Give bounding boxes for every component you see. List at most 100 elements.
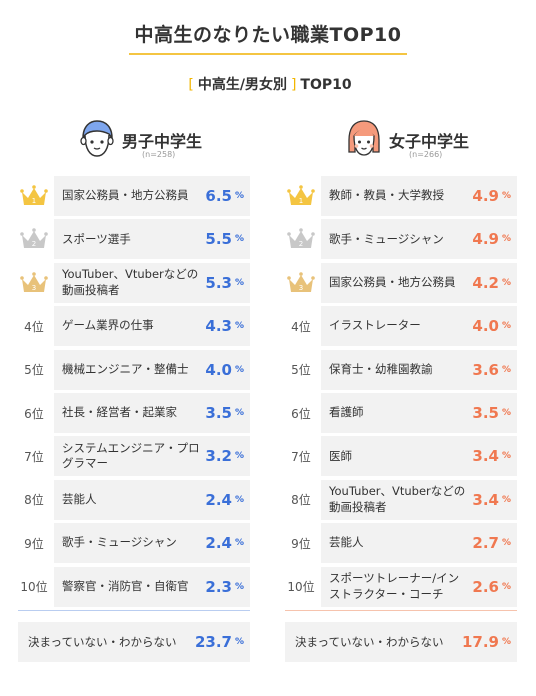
job-label: 歌手・ミュージシャン bbox=[62, 535, 177, 550]
rank-label: 5位 bbox=[291, 363, 311, 378]
value-label: 4.9% bbox=[472, 219, 511, 259]
ranking-cell: 国家公務員・地方公務員 6.5% bbox=[54, 176, 250, 216]
ranking-cell: イラストレーター 4.0% bbox=[321, 306, 517, 347]
job-label: 国家公務員・地方公務員 bbox=[329, 275, 456, 290]
value-number: 4.2 bbox=[472, 273, 499, 292]
chart-title: 中高生のなりたい職業TOP10 bbox=[128, 20, 408, 55]
value-label: 4.3% bbox=[205, 306, 244, 346]
girls-sample-size: (n=266) bbox=[409, 150, 443, 159]
value-unit: % bbox=[234, 234, 244, 245]
subtitle-suffix: TOP10 bbox=[300, 77, 352, 93]
ranking-row: 1 国家公務員・地方公務員 6.5% bbox=[18, 176, 250, 216]
boys-sample-size: (n=258) bbox=[142, 150, 176, 159]
value-unit: % bbox=[501, 234, 511, 245]
ranking-cell: 教師・教員・大学教授 4.9% bbox=[321, 176, 517, 216]
girls-column: 女子中学生 (n=266) 1 教師・教員・大学教授 4.9% 2 歌手・ミュージシャン… bbox=[285, 118, 517, 607]
ranking-cell: 芸能人 2.7% bbox=[321, 523, 517, 564]
job-label: 看護師 bbox=[329, 405, 364, 420]
rank-label: 10位 bbox=[20, 580, 48, 595]
boys-header: 男子中学生 (n=258) bbox=[18, 118, 248, 176]
bronze-crown-icon: 3 bbox=[18, 263, 50, 303]
ranking-row: 4位 イラストレーター 4.0% bbox=[285, 306, 517, 347]
value-unit: % bbox=[501, 581, 511, 592]
ranking-cell: 保育士・幼稚園教諭 3.6% bbox=[321, 349, 517, 390]
value-unit: % bbox=[234, 538, 244, 549]
value-unit: % bbox=[234, 451, 244, 462]
rank-label: 6位 bbox=[24, 406, 44, 421]
job-label: 国家公務員・地方公務員 bbox=[62, 188, 189, 203]
ranking-row: 5位 保育士・幼稚園教諭 3.6% bbox=[285, 349, 517, 390]
ranking-row: 1 教師・教員・大学教授 4.9% bbox=[285, 176, 517, 216]
value-number: 4.9 bbox=[472, 230, 499, 249]
ranking-cell: 社長・経営者・起業家 3.5% bbox=[54, 393, 250, 433]
value-label: 6.5% bbox=[205, 176, 244, 216]
girls-undecided-value: 17.9% bbox=[462, 622, 511, 662]
rank-number: 1 bbox=[32, 197, 36, 205]
ranking-row: 5位 機械エンジニア・整備士 4.0% bbox=[18, 349, 250, 390]
ranking-row: 10位 警察官・消防官・自衛官 2.3% bbox=[18, 566, 250, 607]
job-label: 社長・経営者・起業家 bbox=[62, 405, 177, 420]
value-unit: % bbox=[234, 191, 244, 201]
job-label: 教師・教員・大学教授 bbox=[329, 188, 444, 203]
ranking-cell: 国家公務員・地方公務員 4.2% bbox=[321, 262, 517, 303]
subtitle-text: 中高生/男女別 bbox=[197, 77, 287, 93]
job-label: イラストレーター bbox=[329, 318, 421, 333]
ranking-row: 6位 看護師 3.5% bbox=[285, 393, 517, 433]
value-label: 2.4% bbox=[205, 480, 244, 520]
boys-column: 男子中学生 (n=258) 1 国家公務員・地方公務員 6.5% 2 スポーツ選手 5.5… bbox=[18, 118, 250, 607]
girls-header: 女子中学生 (n=266) bbox=[285, 118, 515, 176]
boys-label: 男子中学生 bbox=[122, 132, 203, 151]
boys-undecided-number: 23.7 bbox=[194, 633, 232, 651]
rank-number: 3 bbox=[299, 284, 303, 292]
value-unit: % bbox=[234, 321, 244, 332]
ranking-cell: 歌手・ミュージシャン 4.9% bbox=[321, 219, 517, 260]
gold-crown-icon: 1 bbox=[18, 176, 50, 216]
value-label: 2.6% bbox=[472, 567, 511, 607]
job-label: 芸能人 bbox=[329, 535, 364, 550]
value-unit: % bbox=[501, 364, 511, 375]
value-label: 3.4% bbox=[472, 480, 511, 520]
value-unit: % bbox=[501, 321, 511, 332]
job-label: 歌手・ミュージシャン bbox=[329, 231, 444, 246]
silver-crown-icon: 2 bbox=[18, 219, 50, 259]
rank-label: 10位 bbox=[287, 580, 315, 595]
ranking-cell: システムエンジニア・プログラマー 3.2% bbox=[54, 436, 250, 477]
job-label: YouTuber、Vtuberなどの動画投稿者 bbox=[329, 484, 466, 514]
boys-undecided-unit: % bbox=[234, 637, 244, 647]
ranking-cell: ゲーム業界の仕事 4.3% bbox=[54, 306, 250, 347]
silver-crown-icon: 2 bbox=[285, 219, 317, 259]
job-label: スポーツ選手 bbox=[62, 231, 131, 246]
boy-avatar-icon bbox=[76, 118, 118, 160]
ranking-row: 2 スポーツ選手 5.5% bbox=[18, 219, 250, 260]
value-number: 3.2 bbox=[205, 447, 232, 466]
ranking-cell: 歌手・ミュージシャン 2.4% bbox=[54, 523, 250, 564]
ranking-row: 8位 芸能人 2.4% bbox=[18, 479, 250, 520]
value-unit: % bbox=[501, 538, 511, 549]
job-label: システムエンジニア・プログラマー bbox=[62, 440, 200, 471]
value-unit: % bbox=[501, 277, 511, 288]
value-number: 2.6 bbox=[472, 577, 499, 596]
value-label: 2.3% bbox=[205, 567, 244, 607]
girls-label: 女子中学生 bbox=[389, 132, 470, 151]
ranking-cell: 機械エンジニア・整備士 4.0% bbox=[54, 349, 250, 390]
ranking-cell: 医師 3.4% bbox=[321, 436, 517, 477]
ranking-cell: 警察官・消防官・自衛官 2.3% bbox=[54, 566, 250, 607]
bronze-crown-icon: 3 bbox=[285, 263, 317, 303]
value-number: 5.3 bbox=[205, 273, 232, 292]
rank-label: 9位 bbox=[24, 536, 44, 551]
value-unit: % bbox=[501, 191, 511, 201]
rank-number: 2 bbox=[32, 240, 36, 248]
value-number: 4.3 bbox=[205, 317, 232, 336]
value-number: 2.4 bbox=[205, 534, 232, 553]
gold-crown-icon: 1 bbox=[285, 176, 317, 216]
job-label: 機械エンジニア・整備士 bbox=[62, 361, 189, 376]
rank-label: 7位 bbox=[24, 449, 44, 464]
boys-undecided-row: 決まっていない・わからない 23.7% bbox=[18, 622, 250, 662]
value-number: 5.5 bbox=[205, 230, 232, 249]
boys-divider bbox=[18, 610, 250, 611]
boys-undecided-label: 決まっていない・わからない bbox=[28, 635, 177, 649]
value-unit: % bbox=[501, 451, 511, 462]
ranking-cell: スポーツ選手 5.5% bbox=[54, 219, 250, 260]
value-number: 3.4 bbox=[472, 490, 499, 509]
rank-label: 4位 bbox=[291, 319, 311, 334]
